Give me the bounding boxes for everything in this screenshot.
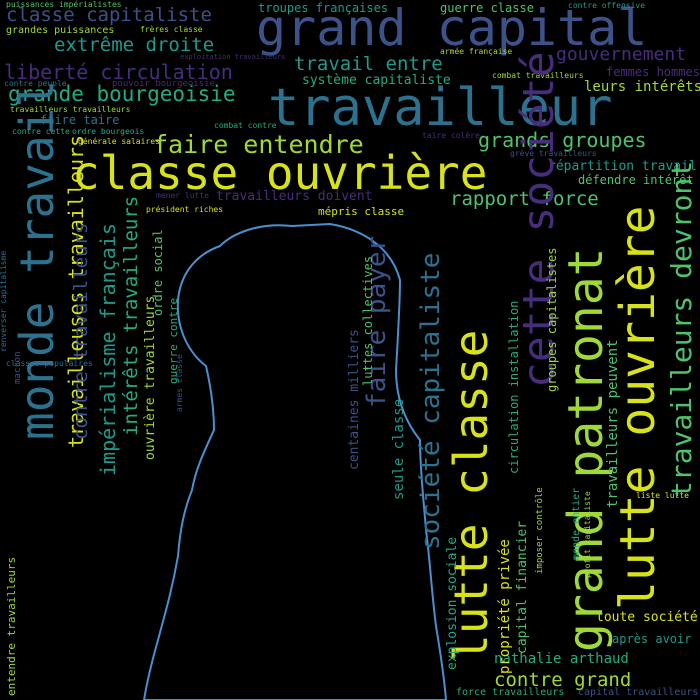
word: ouvrière travailleurs [143,295,158,460]
word: femmes hommes [606,65,700,79]
word: faire entendre [153,130,364,159]
word: liste lutte [636,491,689,500]
word: ordre bourgeois [72,127,145,136]
word: lutte ouvrière [610,205,666,610]
word: travailleurs travailleurs [10,105,131,114]
word: imposer contrôle [535,487,545,574]
word: explosion sociale [445,536,460,670]
word: profit capitaliste [583,491,592,578]
word: circulation installation [507,300,521,474]
word: monde travail [10,79,64,440]
word: propriété privée [497,539,513,674]
word: centaines milliers [347,329,362,470]
word: générale salaires [78,137,160,146]
word: contre offensive [568,1,646,10]
word: grand patronat [558,247,614,652]
word: puissances impérialistes [6,0,122,9]
word: frères classe [140,25,203,34]
word: capital financier [515,520,530,654]
word: grands groupes [478,128,647,152]
word: classe ouvrière [72,146,488,200]
word: guerre classe [440,1,534,15]
word: macron [13,351,23,384]
word: contre grand [494,669,632,691]
word: combat contre [214,121,277,130]
word: rapport force [450,188,599,210]
silhouette-outline [142,222,448,700]
word: monde entier [571,487,582,560]
word: défendre intérêt [578,173,694,187]
word: intérêts travailleurs [120,195,142,436]
word: exploitation travailleurs [180,53,286,61]
word: grande bourgeoisie [8,82,236,106]
word: leurs intérêts [584,79,700,95]
word: armée française [440,47,513,56]
word: grandes puissances [6,25,115,36]
word: contre peuple [4,79,67,88]
word: travailleur [268,78,613,138]
word: grand capital [256,0,648,57]
word: répartition travail [548,159,697,174]
word: renverser capitalisme [0,250,8,352]
word: ordre social [151,229,165,316]
word: liberté circulation [4,60,233,84]
word: taire colère [422,131,480,140]
word: classe capitaliste [6,4,212,26]
word: mépris classe [318,205,405,218]
word: classes populaires [6,359,93,368]
word: seule classe [391,398,407,500]
word: système capitaliste [302,73,451,88]
word: travail entre [294,53,443,75]
word: armes classe [175,354,184,412]
word: force travailleurs [456,687,565,698]
word: travailleurs peuvent [605,339,621,508]
word: extrême droite [54,34,215,56]
word: combat travailleurs [492,71,584,80]
word: groupes capitalistes [545,247,559,393]
word: faire taire [40,113,120,127]
word: contre travailleurs [70,222,92,440]
word: société capitaliste [416,252,446,550]
word: gouvernement [556,44,687,65]
word: grève travailleurs [510,149,597,158]
word: travailleurs doivent [216,189,373,204]
word: président riches [146,205,224,214]
word: luttes collectives [361,255,375,386]
word: contre cette [12,127,70,136]
word: mener lutte [156,191,209,200]
word: troupes françaises [258,1,389,15]
word: toute société [596,610,698,625]
word: travailleurs devront [665,160,698,498]
word: après avoir [612,632,692,646]
word: entendre travailleurs [5,556,18,696]
word: impérialisme français [96,223,120,476]
word: nathalie arthaud [494,651,629,667]
word: capital travailleurs [578,687,699,698]
word: pouvoir bourgeoisie [112,79,215,89]
